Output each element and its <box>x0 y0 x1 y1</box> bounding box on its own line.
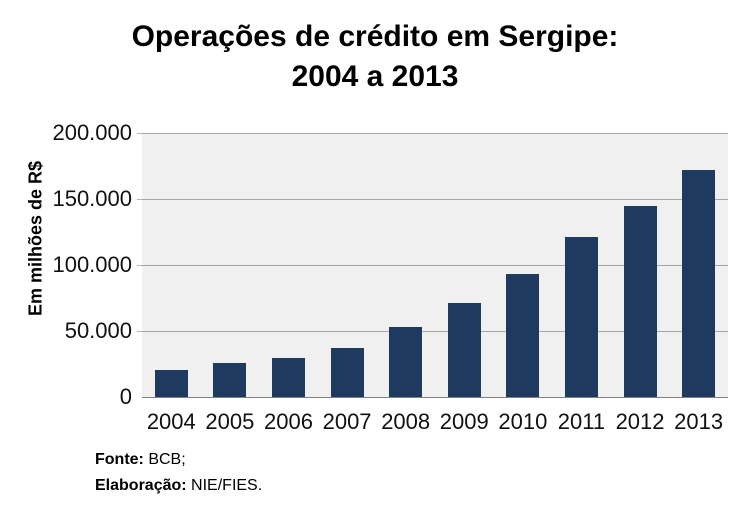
chart-title: Operações de crédito em Sergipe: 2004 a … <box>0 17 750 97</box>
bar-slot-2010 <box>494 133 553 397</box>
y-axis-tick-mark <box>137 265 142 266</box>
gridline-150.000 <box>142 199 728 200</box>
bar-slot-2012 <box>611 133 670 397</box>
source-value: BCB; <box>148 451 186 468</box>
bar-2006 <box>271 358 305 397</box>
y-tick-label-0: 0 <box>119 384 132 409</box>
plot-area <box>142 133 728 398</box>
bar-2012 <box>623 205 657 397</box>
y-axis-tick-mark <box>137 133 142 134</box>
bar-2005 <box>213 363 247 397</box>
bar-slot-2005 <box>201 133 260 397</box>
chart-title-line1: Operações de crédito em Sergipe: <box>131 20 619 53</box>
chart-title-line2: 2004 a 2013 <box>291 60 459 93</box>
x-tick-label-2005: 2005 <box>205 409 255 434</box>
elaboration-label: Elaboração: <box>95 477 187 494</box>
bar-2004 <box>154 369 188 397</box>
bar-slot-2007 <box>318 133 377 397</box>
bar-slot-2009 <box>435 133 494 397</box>
x-tick-label-2012: 2012 <box>615 409 665 434</box>
bar-series <box>142 133 728 397</box>
bar-2009 <box>447 303 481 397</box>
bar-slot-2013 <box>669 133 728 397</box>
chart-footer: Fonte: BCB; Elaboração: NIE/FIES. <box>95 447 262 499</box>
bar-2007 <box>330 347 364 397</box>
source-label: Fonte: <box>95 451 144 468</box>
bar-2008 <box>389 327 423 397</box>
x-tick-label-2006: 2006 <box>264 409 313 434</box>
y-tick-label-50.000: 50.000 <box>64 318 132 343</box>
gridline-50.000 <box>142 331 728 332</box>
x-tick-label-2009: 2009 <box>439 409 489 434</box>
y-axis-tick-mark <box>137 199 142 200</box>
elaboration-value: NIE/FIES. <box>191 477 263 494</box>
x-tick-label-2013: 2013 <box>674 409 724 434</box>
gridline-100.000 <box>142 265 728 266</box>
gridline-200.000 <box>142 133 728 134</box>
x-tick-label-2010: 2010 <box>498 409 548 434</box>
y-tick-label-200.000: 200.000 <box>52 120 132 145</box>
x-tick-label-2011: 2011 <box>557 409 606 434</box>
x-axis-tick-labels: 2004 2005 2006 2007 2008 2009 2010 2011 2012 2013 <box>142 409 728 435</box>
x-tick-label-2008: 2008 <box>381 409 431 434</box>
y-axis-tick-mark <box>137 331 142 332</box>
bar-slot-2006 <box>259 133 318 397</box>
x-tick-label-2004: 2004 <box>146 409 196 434</box>
x-tick-label-2007: 2007 <box>322 409 372 434</box>
elaboration-line: Elaboração: NIE/FIES. <box>95 473 262 499</box>
bar-2010 <box>506 274 540 397</box>
source-line: Fonte: BCB; <box>95 447 262 473</box>
bar-slot-2011 <box>552 133 611 397</box>
y-tick-label-100.000: 100.000 <box>52 252 132 277</box>
bar-2011 <box>564 237 598 397</box>
bar-slot-2004 <box>142 133 201 397</box>
y-tick-label-150.000: 150.000 <box>52 186 132 211</box>
bar-2013 <box>682 170 716 397</box>
bar-slot-2008 <box>376 133 435 397</box>
